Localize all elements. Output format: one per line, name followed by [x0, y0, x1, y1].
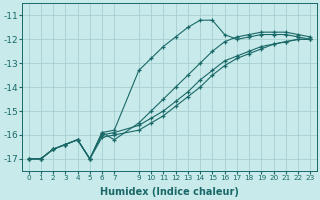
X-axis label: Humidex (Indice chaleur): Humidex (Indice chaleur) — [100, 187, 239, 197]
